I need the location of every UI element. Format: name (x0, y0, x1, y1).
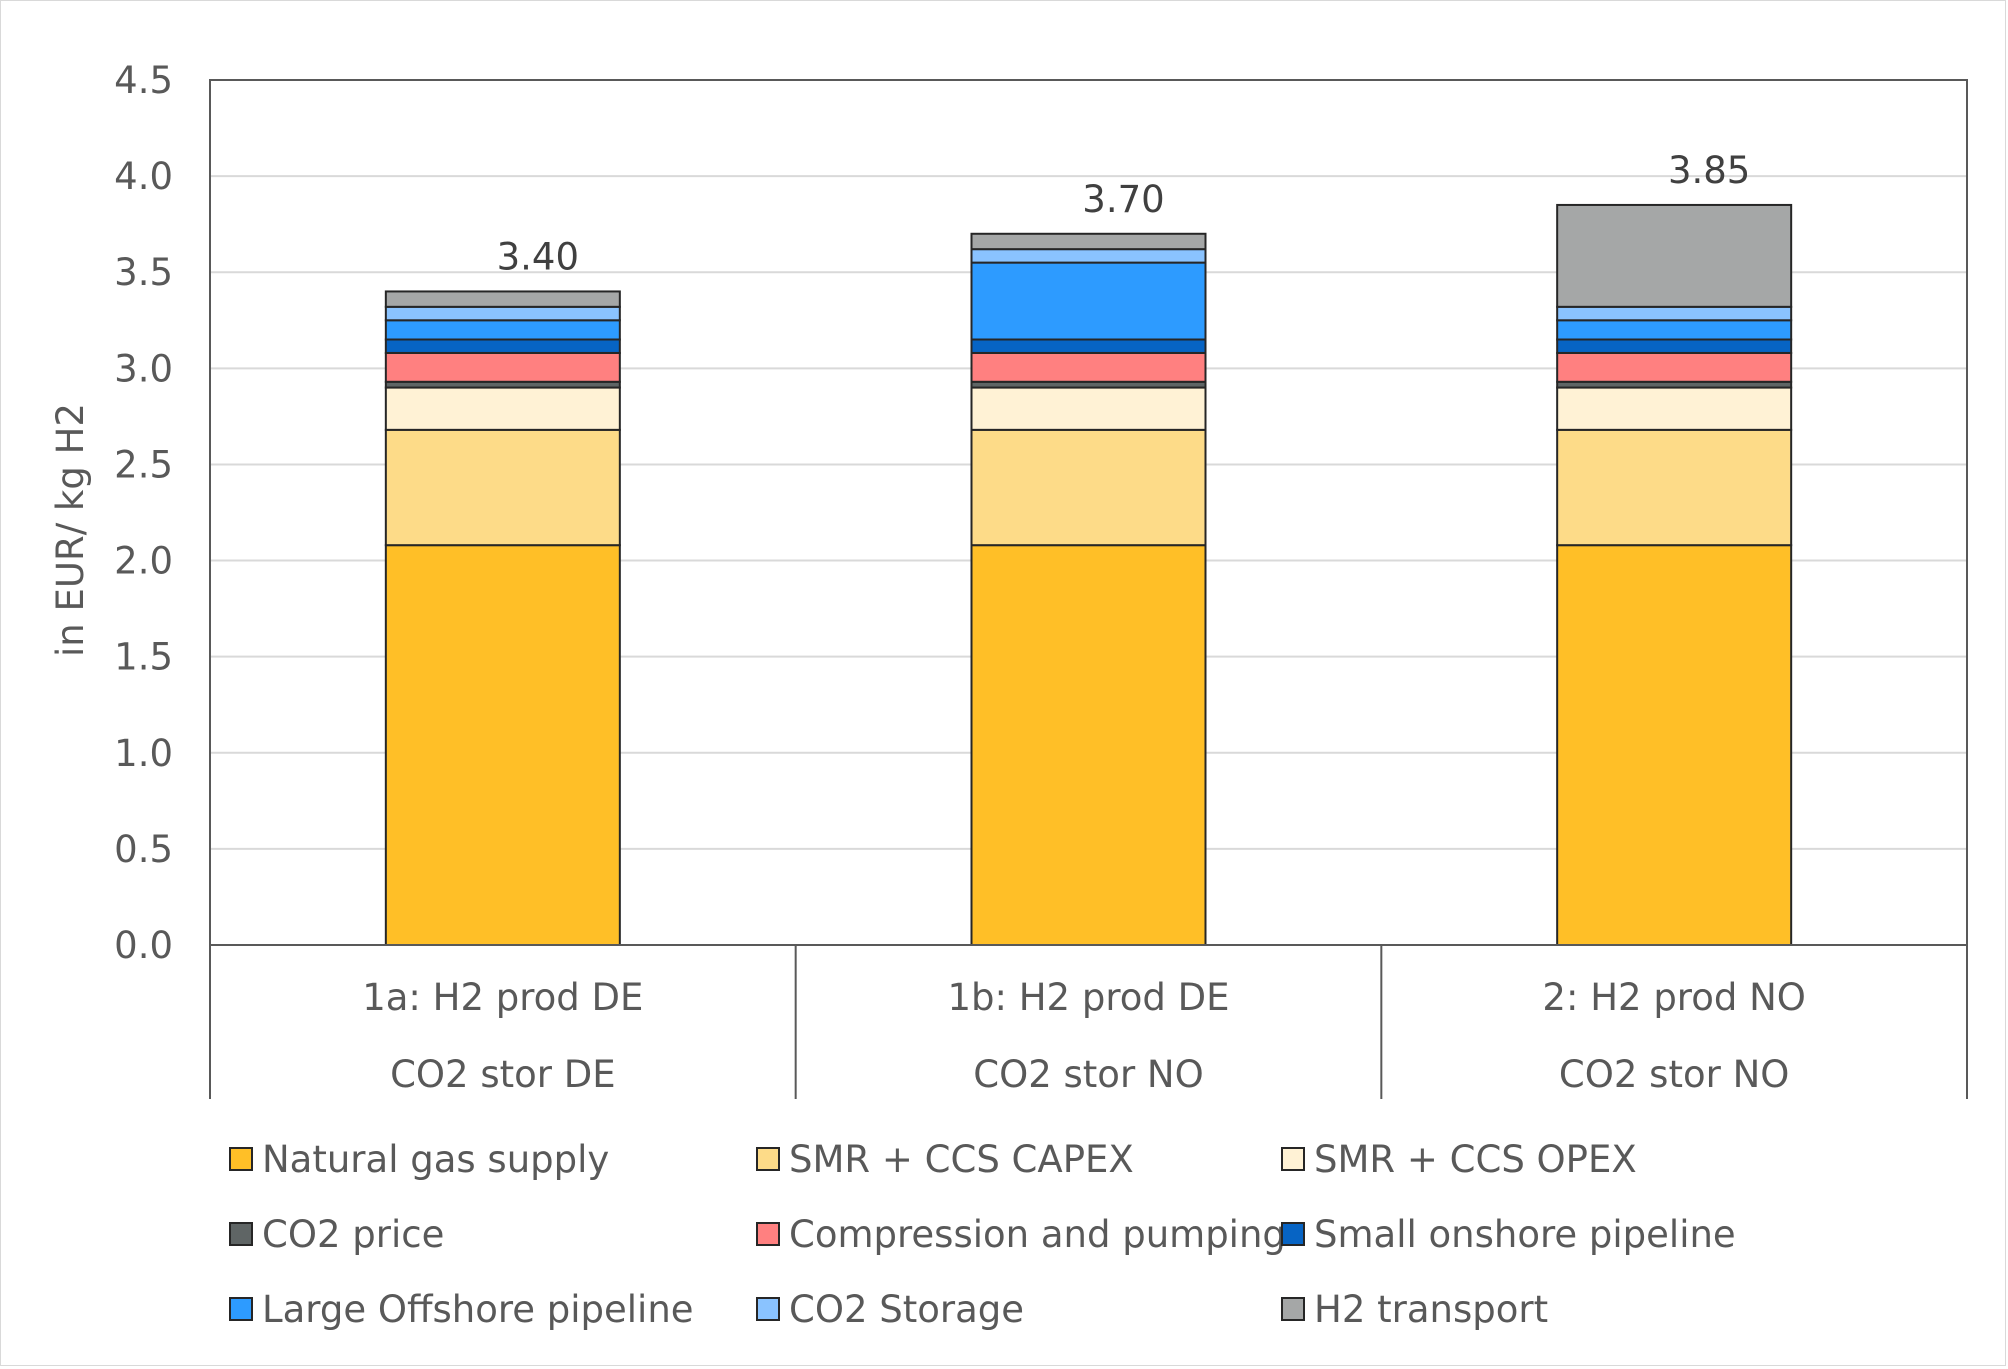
legend: Natural gas supply SMR + CCS CAPEX SMR + C… (229, 1138, 1736, 1331)
category-label-line1: 1a: H2 prod DE (362, 976, 643, 1019)
legend-swatch (1281, 1147, 1305, 1171)
bar-segment-8 (1556, 203, 1793, 308)
bar-segment-8 (384, 290, 621, 308)
y-axis-label: in EUR/ kg H2 (49, 403, 92, 657)
y-tick-label: 2.0 (114, 540, 173, 583)
legend-swatch (756, 1297, 780, 1321)
legend-label: SMR + CCS CAPEX (789, 1138, 1134, 1181)
legend-swatch (229, 1222, 253, 1246)
y-tick-label: 3.5 (114, 251, 173, 294)
bar-segment-1 (1556, 428, 1793, 547)
bar-segment-2 (384, 386, 621, 431)
category-label-line2: CO2 stor NO (973, 1053, 1203, 1096)
bar-segment-7 (970, 248, 1207, 264)
legend-label: Large Offshore pipeline (262, 1288, 694, 1331)
bar-segment-0 (1556, 544, 1793, 947)
y-tick-label: 4.0 (114, 155, 173, 198)
category-label-line1: 2: H2 prod NO (1542, 976, 1805, 1019)
bar-segment-2 (970, 386, 1207, 431)
plot-border (209, 79, 1968, 946)
legend-swatch (1281, 1297, 1305, 1321)
bar-segment-4 (1556, 351, 1793, 383)
bar-segment-0 (970, 544, 1207, 947)
legend-swatch (229, 1147, 253, 1171)
legend-label: Compression and pumping (789, 1213, 1286, 1256)
total-labels: 3.40 3.70 3.85 (497, 149, 1751, 279)
bar-segment-1 (384, 428, 621, 547)
legend-label: H2 transport (1314, 1288, 1548, 1331)
bar-segment-7 (384, 305, 621, 322)
y-tick-label: 4.5 (114, 59, 173, 102)
bars (384, 203, 1793, 947)
legend-swatch (229, 1297, 253, 1321)
bar-segment-8 (970, 232, 1207, 251)
legend-swatch (1281, 1222, 1305, 1246)
legend-swatch (756, 1147, 780, 1171)
bar-segment-5 (384, 338, 621, 354)
legend-label: CO2 price (262, 1213, 444, 1256)
category-label-line1: 1b: H2 prod DE (947, 976, 1229, 1019)
bar-segment-5 (1556, 338, 1793, 354)
bar-segment-1 (970, 428, 1207, 547)
y-tick-label: 2.5 (114, 443, 173, 486)
category-label-line2: CO2 stor DE (390, 1053, 616, 1096)
legend-label: SMR + CCS OPEX (1314, 1138, 1637, 1181)
axes (209, 79, 1968, 1099)
y-tick-label: 1.5 (114, 636, 173, 679)
legend-label: Small onshore pipeline (1314, 1213, 1736, 1256)
category-labels: 1a: H2 prod DE CO2 stor DE 1b: H2 prod DE C… (362, 976, 1806, 1096)
bar-segment-2 (1556, 386, 1793, 431)
category-label-line2: CO2 stor NO (1559, 1053, 1789, 1096)
bar-segment-0 (384, 544, 621, 947)
bar-segment-4 (384, 351, 621, 383)
legend-swatch (756, 1222, 780, 1246)
legend-label: CO2 Storage (789, 1288, 1024, 1331)
total-label: 3.70 (1082, 178, 1164, 221)
bar-segment-4 (970, 351, 1207, 383)
y-tick-label: 1.0 (114, 732, 173, 775)
legend-label: Natural gas supply (262, 1138, 609, 1181)
bar-segment-6 (970, 261, 1207, 341)
bar-segment-6 (1556, 319, 1793, 341)
bar-segment-5 (970, 338, 1207, 354)
total-label: 3.40 (497, 235, 579, 278)
y-tick-label: 3.0 (114, 347, 173, 390)
y-tick-label: 0.0 (114, 924, 173, 967)
y-tick-label: 0.5 (114, 828, 173, 871)
bar-segment-6 (384, 319, 621, 341)
bar-segment-7 (1556, 305, 1793, 322)
total-label: 3.85 (1668, 149, 1750, 192)
y-tick-labels: 0.0 0.5 1.0 1.5 2.0 2.5 3.0 3.5 4.0 4.5 (114, 59, 173, 967)
